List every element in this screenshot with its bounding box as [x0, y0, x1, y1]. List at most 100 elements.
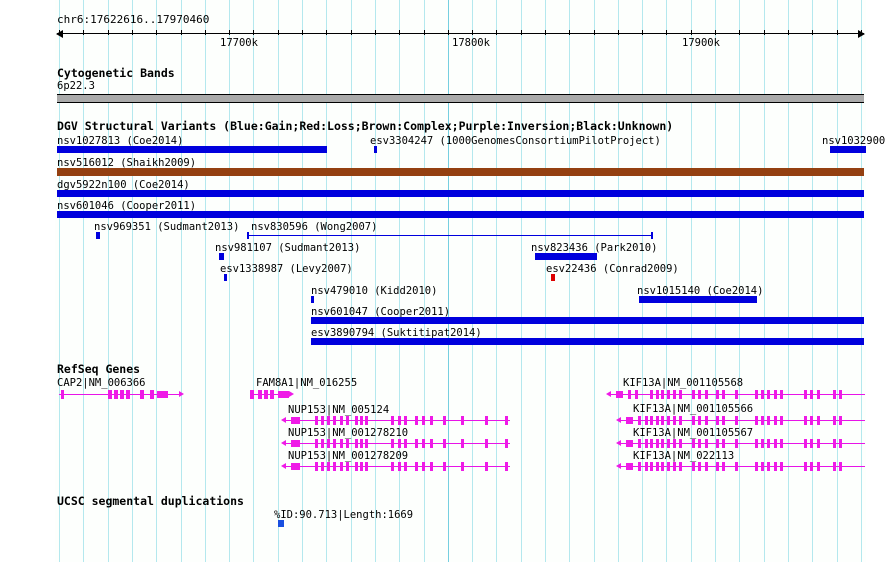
gene-exon-2-11[interactable]: [398, 416, 401, 425]
gene-exon-3-12[interactable]: [404, 439, 407, 448]
gene-exon-2-5[interactable]: [340, 416, 343, 425]
gene-exon-8-24[interactable]: [839, 462, 842, 471]
gene-exon-2-2[interactable]: [321, 416, 324, 425]
gene-exon-5-17[interactable]: [767, 390, 770, 399]
gene-exon-2-12[interactable]: [404, 416, 407, 425]
gene-exon-0-3[interactable]: [120, 390, 124, 399]
gene-exon-7-23[interactable]: [833, 439, 836, 448]
dgv-variant-bar-4[interactable]: [57, 190, 864, 197]
gene-exon-3-14[interactable]: [422, 439, 425, 448]
gene-exon-6-2[interactable]: [645, 416, 648, 425]
gene-exon-5-9[interactable]: [692, 390, 695, 399]
gene-exon-3-11[interactable]: [398, 439, 401, 448]
gene-exon-6-22[interactable]: [817, 416, 820, 425]
gene-exon-4-3[interactable]: [327, 462, 330, 471]
gene-exon-4-16[interactable]: [443, 462, 446, 471]
gene-exon-4-5[interactable]: [340, 462, 343, 471]
gene-exon-6-14[interactable]: [735, 416, 738, 425]
gene-exon-4-8[interactable]: [360, 462, 363, 471]
gene-exon-8-9[interactable]: [692, 462, 695, 471]
gene-exon-4-2[interactable]: [321, 462, 324, 471]
gene-exon-4-0[interactable]: [291, 463, 300, 470]
gene-exon-3-17[interactable]: [461, 439, 464, 448]
gene-exon-7-18[interactable]: [774, 439, 777, 448]
gene-exon-1-4[interactable]: [278, 391, 289, 398]
gene-exon-2-13[interactable]: [415, 416, 418, 425]
gene-exon-5-23[interactable]: [833, 390, 836, 399]
gene-exon-6-10[interactable]: [698, 416, 701, 425]
gene-exon-8-17[interactable]: [767, 462, 770, 471]
gene-exon-2-16[interactable]: [443, 416, 446, 425]
gene-exon-6-3[interactable]: [650, 416, 653, 425]
gene-exon-6-12[interactable]: [716, 416, 719, 425]
gene-exon-8-0[interactable]: [626, 463, 633, 470]
gene-exon-5-13[interactable]: [722, 390, 725, 399]
dgv-variant-bar-13[interactable]: [639, 296, 757, 303]
gene-exon-2-19[interactable]: [505, 416, 508, 425]
gene-exon-2-6[interactable]: [346, 416, 349, 425]
gene-exon-5-6[interactable]: [667, 390, 670, 399]
gene-exon-8-16[interactable]: [761, 462, 764, 471]
gene-exon-6-15[interactable]: [755, 416, 758, 425]
gene-exon-5-19[interactable]: [780, 390, 783, 399]
dgv-variant-bar-11[interactable]: [551, 274, 555, 281]
gene-exon-5-1[interactable]: [628, 390, 631, 399]
gene-exon-7-1[interactable]: [638, 439, 641, 448]
gene-exon-8-10[interactable]: [698, 462, 701, 471]
gene-exon-3-13[interactable]: [415, 439, 418, 448]
gene-exon-2-3[interactable]: [327, 416, 330, 425]
gene-exon-8-3[interactable]: [650, 462, 653, 471]
gene-exon-2-10[interactable]: [391, 416, 394, 425]
gene-exon-5-10[interactable]: [698, 390, 701, 399]
gene-exon-6-23[interactable]: [833, 416, 836, 425]
gene-exon-8-7[interactable]: [673, 462, 676, 471]
gene-exon-7-22[interactable]: [817, 439, 820, 448]
gene-exon-8-14[interactable]: [735, 462, 738, 471]
dgv-variant-bar-8[interactable]: [219, 253, 224, 260]
gene-exon-7-7[interactable]: [673, 439, 676, 448]
gene-exon-2-4[interactable]: [333, 416, 336, 425]
gene-exon-5-4[interactable]: [656, 390, 659, 399]
gene-exon-7-19[interactable]: [780, 439, 783, 448]
dgv-variant-bar-10[interactable]: [224, 274, 227, 281]
gene-exon-3-7[interactable]: [355, 439, 358, 448]
gene-exon-6-17[interactable]: [767, 416, 770, 425]
gene-exon-7-21[interactable]: [810, 439, 813, 448]
gene-exon-5-21[interactable]: [810, 390, 813, 399]
gene-exon-0-4[interactable]: [126, 390, 130, 399]
gene-exon-3-3[interactable]: [327, 439, 330, 448]
dgv-variant-bar-14[interactable]: [311, 317, 864, 324]
gene-exon-5-7[interactable]: [673, 390, 676, 399]
gene-exon-7-20[interactable]: [804, 439, 807, 448]
gene-exon-0-7[interactable]: [157, 391, 168, 398]
gene-exon-2-0[interactable]: [291, 417, 300, 424]
gene-exon-7-11[interactable]: [705, 439, 708, 448]
gene-exon-6-21[interactable]: [810, 416, 813, 425]
dgv-variant-bar-15[interactable]: [311, 338, 864, 345]
gene-exon-4-9[interactable]: [365, 462, 368, 471]
gene-exon-7-12[interactable]: [716, 439, 719, 448]
gene-exon-6-24[interactable]: [839, 416, 842, 425]
gene-exon-7-16[interactable]: [761, 439, 764, 448]
gene-exon-3-2[interactable]: [321, 439, 324, 448]
gene-exon-1-2[interactable]: [264, 390, 268, 399]
gene-exon-7-15[interactable]: [755, 439, 758, 448]
dgv-variant-bar-5[interactable]: [57, 211, 864, 218]
gene-exon-5-5[interactable]: [661, 390, 664, 399]
gene-exon-2-8[interactable]: [360, 416, 363, 425]
gene-exon-6-18[interactable]: [774, 416, 777, 425]
gene-exon-8-18[interactable]: [774, 462, 777, 471]
gene-exon-3-5[interactable]: [340, 439, 343, 448]
gene-exon-5-14[interactable]: [735, 390, 738, 399]
gene-exon-3-16[interactable]: [443, 439, 446, 448]
gene-exon-5-15[interactable]: [755, 390, 758, 399]
gene-exon-7-2[interactable]: [645, 439, 648, 448]
gene-exon-3-8[interactable]: [360, 439, 363, 448]
gene-exon-2-1[interactable]: [315, 416, 318, 425]
gene-exon-7-8[interactable]: [679, 439, 682, 448]
gene-exon-3-0[interactable]: [291, 440, 300, 447]
gene-exon-7-9[interactable]: [692, 439, 695, 448]
gene-exon-7-24[interactable]: [839, 439, 842, 448]
gene-exon-3-4[interactable]: [333, 439, 336, 448]
gene-exon-6-16[interactable]: [761, 416, 764, 425]
